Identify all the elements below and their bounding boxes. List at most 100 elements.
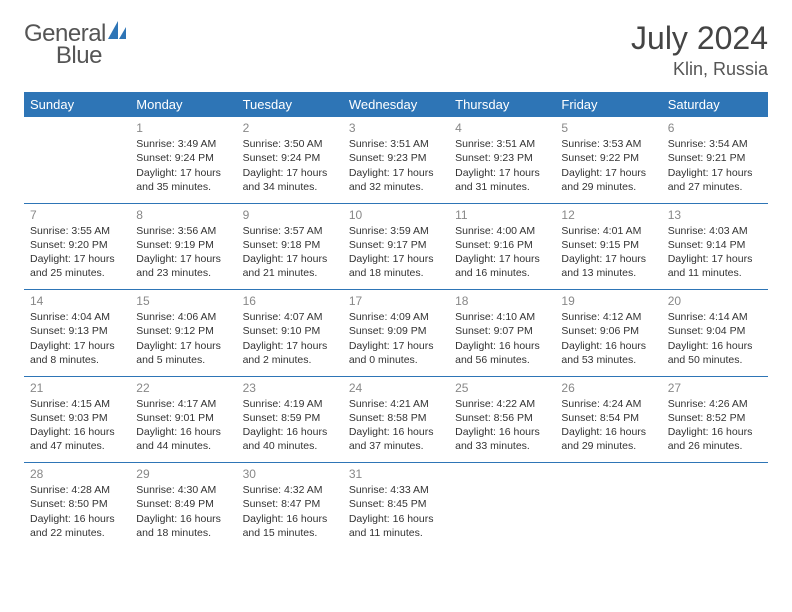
day-number: 3 xyxy=(349,120,443,136)
calendar-day-cell: 8Sunrise: 3:56 AMSunset: 9:19 PMDaylight… xyxy=(130,204,236,290)
day-number: 22 xyxy=(136,380,230,396)
calendar-day-cell: 20Sunrise: 4:14 AMSunset: 9:04 PMDayligh… xyxy=(662,290,768,376)
sunset-line: Sunset: 8:47 PM xyxy=(243,497,337,511)
sunset-line: Sunset: 9:03 PM xyxy=(30,411,124,425)
brand-word2: Blue xyxy=(56,42,102,70)
day-number: 19 xyxy=(561,293,655,309)
calendar-day-cell: 16Sunrise: 4:07 AMSunset: 9:10 PMDayligh… xyxy=(237,290,343,376)
daylight-line: Daylight: 17 hours and 16 minutes. xyxy=(455,252,549,280)
sunset-line: Sunset: 9:18 PM xyxy=(243,238,337,252)
weekday-header-row: SundayMondayTuesdayWednesdayThursdayFrid… xyxy=(24,92,768,117)
day-number: 17 xyxy=(349,293,443,309)
daylight-line: Daylight: 17 hours and 11 minutes. xyxy=(668,252,762,280)
sunset-line: Sunset: 8:56 PM xyxy=(455,411,549,425)
weekday-header: Sunday xyxy=(24,92,130,117)
calendar-week-row: 21Sunrise: 4:15 AMSunset: 9:03 PMDayligh… xyxy=(24,377,768,463)
sunset-line: Sunset: 9:16 PM xyxy=(455,238,549,252)
sunset-line: Sunset: 9:22 PM xyxy=(561,151,655,165)
calendar-day-cell: 30Sunrise: 4:32 AMSunset: 8:47 PMDayligh… xyxy=(237,463,343,549)
calendar-day-cell: 2Sunrise: 3:50 AMSunset: 9:24 PMDaylight… xyxy=(237,117,343,203)
day-number: 30 xyxy=(243,466,337,482)
sunset-line: Sunset: 9:14 PM xyxy=(668,238,762,252)
sunrise-line: Sunrise: 4:06 AM xyxy=(136,310,230,324)
sunrise-line: Sunrise: 4:10 AM xyxy=(455,310,549,324)
sunset-line: Sunset: 8:45 PM xyxy=(349,497,443,511)
daylight-line: Daylight: 16 hours and 15 minutes. xyxy=(243,512,337,540)
sunrise-line: Sunrise: 4:21 AM xyxy=(349,397,443,411)
sunset-line: Sunset: 9:15 PM xyxy=(561,238,655,252)
sunrise-line: Sunrise: 3:50 AM xyxy=(243,137,337,151)
calendar-day-cell: 19Sunrise: 4:12 AMSunset: 9:06 PMDayligh… xyxy=(555,290,661,376)
sunset-line: Sunset: 8:58 PM xyxy=(349,411,443,425)
day-number: 5 xyxy=(561,120,655,136)
daylight-line: Daylight: 16 hours and 50 minutes. xyxy=(668,339,762,367)
calendar-week-row: 1Sunrise: 3:49 AMSunset: 9:24 PMDaylight… xyxy=(24,117,768,203)
title-block: July 2024 Klin, Russia xyxy=(631,20,768,80)
page-header: General Blue July 2024 Klin, Russia xyxy=(24,20,768,80)
month-title: July 2024 xyxy=(631,20,768,57)
daylight-line: Daylight: 17 hours and 29 minutes. xyxy=(561,166,655,194)
sunrise-line: Sunrise: 4:33 AM xyxy=(349,483,443,497)
day-number: 21 xyxy=(30,380,124,396)
sunrise-line: Sunrise: 4:12 AM xyxy=(561,310,655,324)
day-number: 14 xyxy=(30,293,124,309)
sunrise-line: Sunrise: 3:51 AM xyxy=(455,137,549,151)
day-number: 12 xyxy=(561,207,655,223)
sunrise-line: Sunrise: 3:54 AM xyxy=(668,137,762,151)
sunset-line: Sunset: 9:07 PM xyxy=(455,324,549,338)
calendar-day-cell: 29Sunrise: 4:30 AMSunset: 8:49 PMDayligh… xyxy=(130,463,236,549)
daylight-line: Daylight: 16 hours and 37 minutes. xyxy=(349,425,443,453)
weekday-header: Saturday xyxy=(662,92,768,117)
daylight-line: Daylight: 17 hours and 21 minutes. xyxy=(243,252,337,280)
calendar-week-row: 7Sunrise: 3:55 AMSunset: 9:20 PMDaylight… xyxy=(24,204,768,290)
daylight-line: Daylight: 17 hours and 31 minutes. xyxy=(455,166,549,194)
sunrise-line: Sunrise: 4:32 AM xyxy=(243,483,337,497)
sunset-line: Sunset: 8:52 PM xyxy=(668,411,762,425)
day-number: 18 xyxy=(455,293,549,309)
calendar-day-cell: 25Sunrise: 4:22 AMSunset: 8:56 PMDayligh… xyxy=(449,377,555,463)
sunset-line: Sunset: 9:09 PM xyxy=(349,324,443,338)
sunrise-line: Sunrise: 3:53 AM xyxy=(561,137,655,151)
sunrise-line: Sunrise: 4:09 AM xyxy=(349,310,443,324)
day-number: 11 xyxy=(455,207,549,223)
day-number: 8 xyxy=(136,207,230,223)
daylight-line: Daylight: 16 hours and 56 minutes. xyxy=(455,339,549,367)
sunset-line: Sunset: 9:10 PM xyxy=(243,324,337,338)
sunset-line: Sunset: 9:24 PM xyxy=(243,151,337,165)
calendar-day-cell: 4Sunrise: 3:51 AMSunset: 9:23 PMDaylight… xyxy=(449,117,555,203)
weekday-header: Friday xyxy=(555,92,661,117)
daylight-line: Daylight: 17 hours and 8 minutes. xyxy=(30,339,124,367)
sunset-line: Sunset: 8:49 PM xyxy=(136,497,230,511)
calendar-day-cell: 23Sunrise: 4:19 AMSunset: 8:59 PMDayligh… xyxy=(237,377,343,463)
calendar-week-row: 14Sunrise: 4:04 AMSunset: 9:13 PMDayligh… xyxy=(24,290,768,376)
day-number: 4 xyxy=(455,120,549,136)
sunrise-line: Sunrise: 4:30 AM xyxy=(136,483,230,497)
daylight-line: Daylight: 16 hours and 11 minutes. xyxy=(349,512,443,540)
sunset-line: Sunset: 9:24 PM xyxy=(136,151,230,165)
calendar-day-cell: 1Sunrise: 3:49 AMSunset: 9:24 PMDaylight… xyxy=(130,117,236,203)
day-number: 29 xyxy=(136,466,230,482)
calendar-day-cell: 27Sunrise: 4:26 AMSunset: 8:52 PMDayligh… xyxy=(662,377,768,463)
sunset-line: Sunset: 9:13 PM xyxy=(30,324,124,338)
day-number: 27 xyxy=(668,380,762,396)
weekday-header: Wednesday xyxy=(343,92,449,117)
calendar-day-cell: 24Sunrise: 4:21 AMSunset: 8:58 PMDayligh… xyxy=(343,377,449,463)
calendar-day-cell: 17Sunrise: 4:09 AMSunset: 9:09 PMDayligh… xyxy=(343,290,449,376)
sunrise-line: Sunrise: 4:17 AM xyxy=(136,397,230,411)
sunrise-line: Sunrise: 3:57 AM xyxy=(243,224,337,238)
sunset-line: Sunset: 9:23 PM xyxy=(455,151,549,165)
daylight-line: Daylight: 16 hours and 44 minutes. xyxy=(136,425,230,453)
daylight-line: Daylight: 16 hours and 47 minutes. xyxy=(30,425,124,453)
day-number: 13 xyxy=(668,207,762,223)
sunset-line: Sunset: 9:23 PM xyxy=(349,151,443,165)
sunrise-line: Sunrise: 4:19 AM xyxy=(243,397,337,411)
sunrise-line: Sunrise: 4:04 AM xyxy=(30,310,124,324)
daylight-line: Daylight: 16 hours and 29 minutes. xyxy=(561,425,655,453)
day-number: 6 xyxy=(668,120,762,136)
location-label: Klin, Russia xyxy=(631,59,768,80)
calendar-day-cell xyxy=(555,463,661,549)
sunrise-line: Sunrise: 4:26 AM xyxy=(668,397,762,411)
daylight-line: Daylight: 17 hours and 0 minutes. xyxy=(349,339,443,367)
day-number: 10 xyxy=(349,207,443,223)
daylight-line: Daylight: 17 hours and 32 minutes. xyxy=(349,166,443,194)
